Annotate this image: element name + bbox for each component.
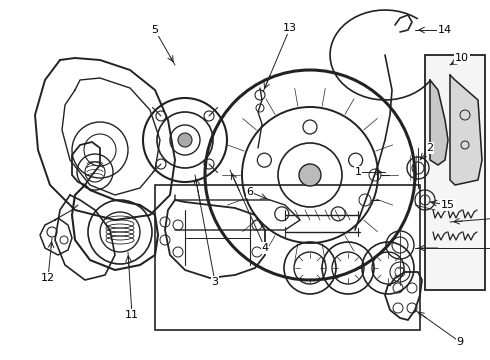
Circle shape [178, 133, 192, 147]
Text: 5: 5 [151, 25, 158, 35]
Text: 10: 10 [455, 53, 469, 63]
Bar [425, 55, 485, 290]
Text: 14: 14 [438, 25, 452, 35]
Text: 4: 4 [262, 243, 269, 253]
Polygon shape [450, 75, 482, 185]
Text: 2: 2 [426, 143, 434, 153]
Polygon shape [430, 80, 448, 165]
Text: 11: 11 [125, 310, 139, 320]
Text: 3: 3 [212, 277, 219, 287]
Text: 13: 13 [283, 23, 297, 33]
Text: 9: 9 [457, 337, 464, 347]
Text: 15: 15 [441, 200, 455, 210]
Bar [155, 185, 420, 330]
Circle shape [299, 164, 321, 186]
Text: 1: 1 [354, 167, 362, 177]
Text: 12: 12 [41, 273, 55, 283]
Text: 6: 6 [246, 187, 253, 197]
